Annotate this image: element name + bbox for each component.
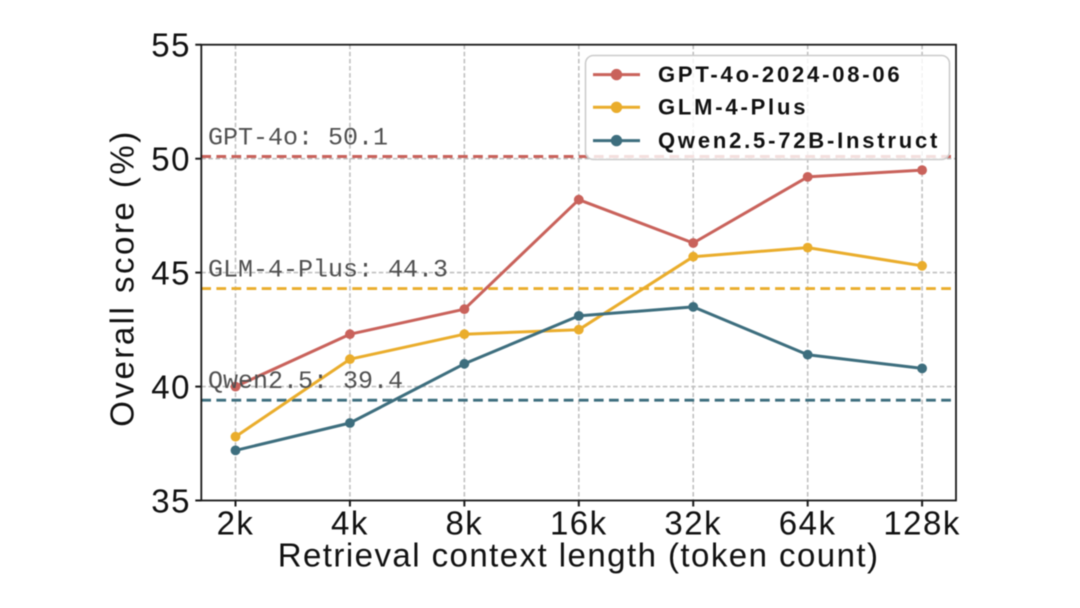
svg-text:GPT-4o-2024-08-06: GPT-4o-2024-08-06 — [658, 62, 902, 87]
svg-text:Retrieval context length (toke: Retrieval context length (token count) — [278, 536, 880, 573]
svg-text:50: 50 — [151, 141, 191, 178]
svg-text:Overall score (%): Overall score (%) — [104, 129, 141, 426]
svg-text:16k: 16k — [550, 505, 608, 542]
svg-text:2k: 2k — [217, 505, 255, 542]
svg-text:40: 40 — [151, 369, 191, 406]
svg-text:35: 35 — [151, 483, 191, 520]
svg-text:GLM-4-Plus: 44.3: GLM-4-Plus: 44.3 — [208, 256, 448, 285]
svg-text:32k: 32k — [664, 505, 722, 542]
svg-text:64k: 64k — [779, 505, 837, 542]
svg-text:GPT-4o: 50.1: GPT-4o: 50.1 — [208, 124, 388, 153]
svg-text:128k: 128k — [883, 505, 961, 542]
svg-text:8k: 8k — [445, 505, 483, 542]
svg-text:45: 45 — [151, 255, 191, 292]
svg-text:4k: 4k — [331, 505, 369, 542]
svg-text:Qwen2.5: 39.4: Qwen2.5: 39.4 — [208, 367, 403, 396]
svg-text:GLM-4-Plus: GLM-4-Plus — [658, 95, 808, 120]
svg-text:55: 55 — [151, 27, 191, 64]
svg-text:Qwen2.5-72B-Instruct: Qwen2.5-72B-Instruct — [658, 128, 940, 153]
